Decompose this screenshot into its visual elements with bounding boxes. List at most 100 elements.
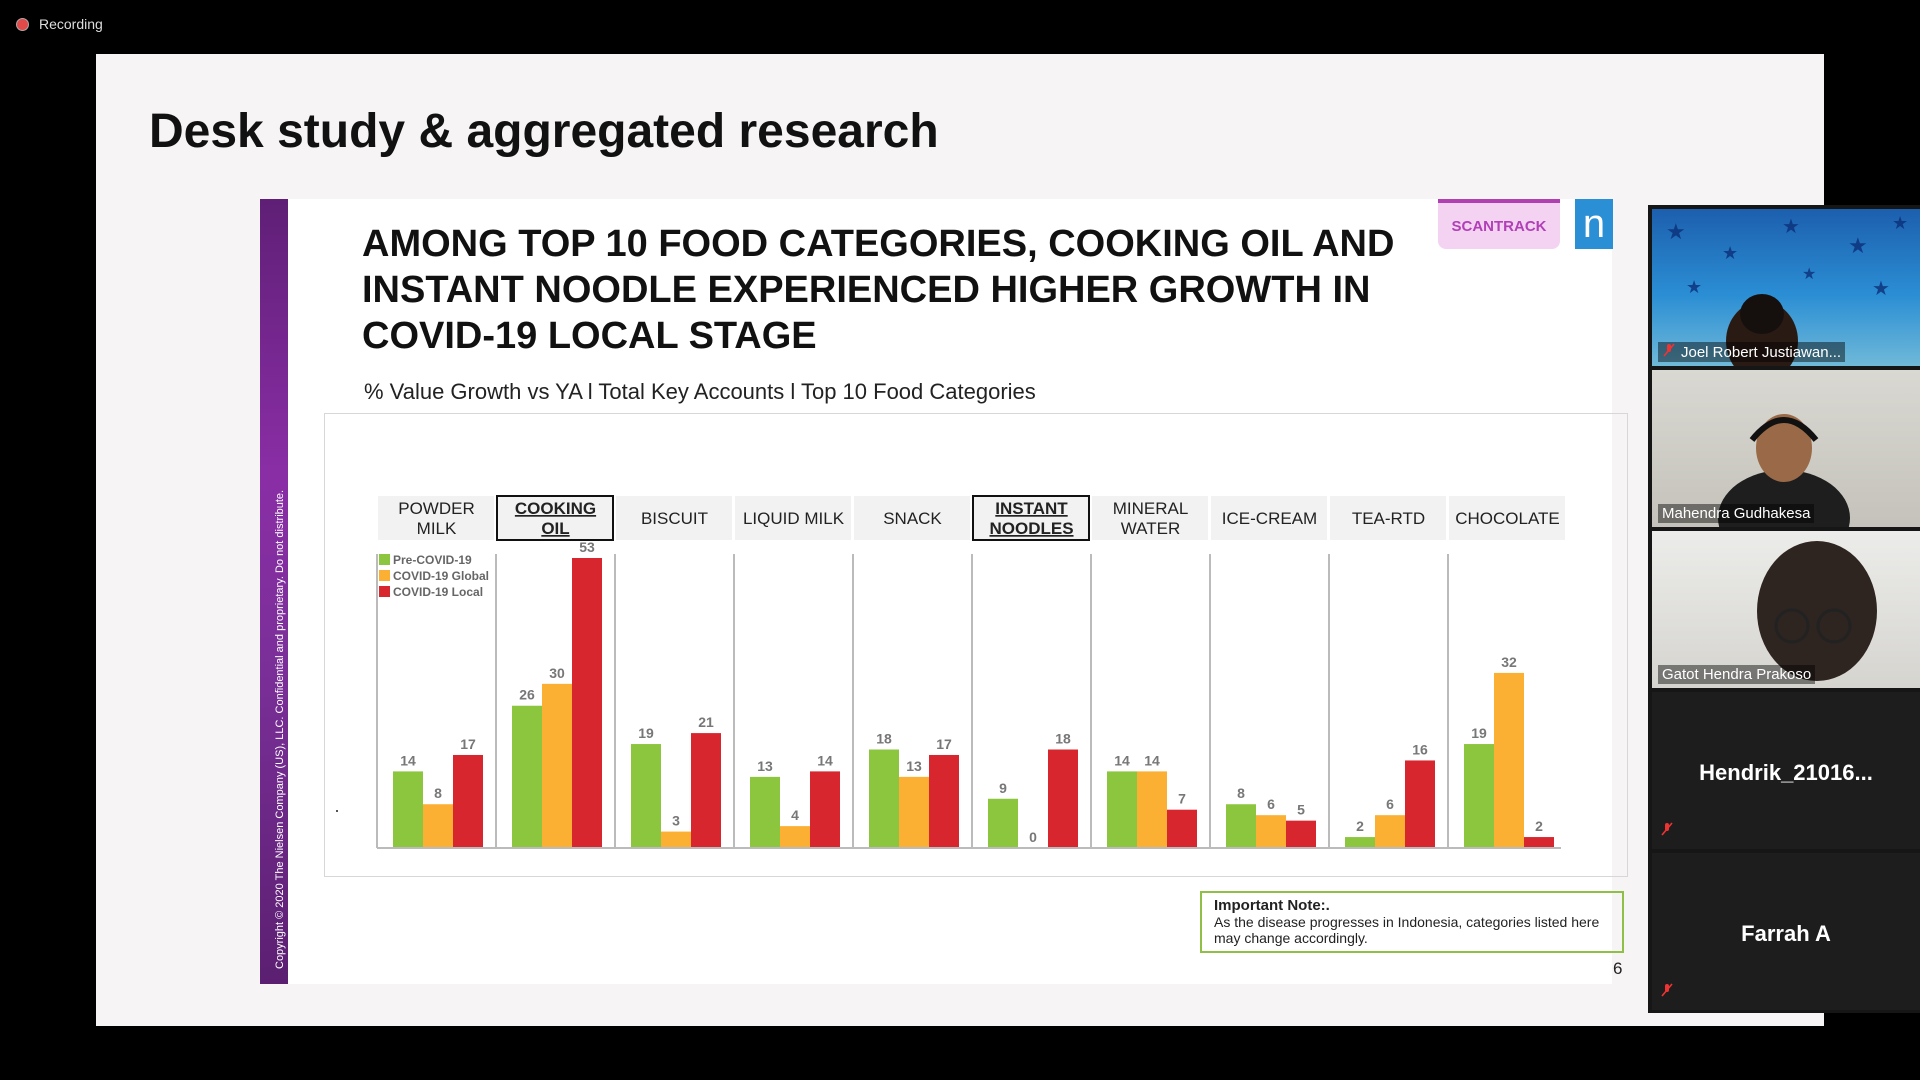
bar-3 <box>1286 820 1316 848</box>
data-label: 30 <box>549 665 565 681</box>
category-header-cell <box>1092 496 1208 540</box>
bar-2 <box>1375 815 1405 848</box>
data-label: 32 <box>1501 654 1517 670</box>
participant-video-3 <box>1757 541 1877 681</box>
participant-tile-4[interactable]: Hendrik_21016... <box>1652 692 1920 849</box>
participant-name-2: Mahendra Gudhakesa <box>1658 504 1815 523</box>
participant-video-2 <box>1718 414 1850 527</box>
mic-muted-icon <box>1660 822 1674 841</box>
data-label: 16 <box>1412 741 1428 757</box>
shared-slide: Desk study & aggregated research Copyrig… <box>96 54 1824 1026</box>
bar-1 <box>1107 771 1137 848</box>
data-label: 3 <box>672 813 680 829</box>
data-label: 14 <box>400 752 416 768</box>
bar-1 <box>750 776 780 848</box>
bar-3 <box>691 733 721 848</box>
participants-panel: ★ ★ ★ ★ ★ ★ ★ ★ Joel Robert Justiawan... Mah… <box>1648 205 1920 1013</box>
bar-2 <box>1494 672 1524 848</box>
category-header-cell <box>496 495 614 541</box>
participant-name-4: Hendrik_21016... <box>1699 760 1873 785</box>
participant-name-1: Joel Robert Justiawan... <box>1658 342 1846 362</box>
legend-swatch <box>379 554 390 565</box>
bar-3 <box>810 771 840 848</box>
category-label: WATER <box>1121 519 1181 538</box>
data-label: 14 <box>1144 752 1160 768</box>
important-note: Important Note:. As the disease progress… <box>1200 891 1624 953</box>
svg-text:★: ★ <box>1722 243 1738 263</box>
category-header-cell <box>378 496 494 540</box>
recording-label: Recording <box>39 16 103 32</box>
participant-tile-1[interactable]: ★ ★ ★ ★ ★ ★ ★ ★ Joel Robert Justiawan... <box>1652 209 1920 366</box>
category-label: TEA-RTD <box>1352 509 1425 528</box>
category-header-cell <box>735 496 851 540</box>
category-label: COOKING <box>515 499 596 518</box>
recording-indicator[interactable]: Recording <box>16 16 103 32</box>
bar-1 <box>869 749 899 848</box>
data-label: 17 <box>936 736 952 752</box>
scantrack-badge: SCANTRACK <box>1438 199 1560 249</box>
bar-3 <box>929 754 959 848</box>
bar-3 <box>1048 749 1078 848</box>
category-label: CHOCOLATE <box>1455 509 1560 528</box>
data-label: 19 <box>638 725 654 741</box>
bar-1 <box>1464 744 1494 848</box>
copyright-text: Copyright © 2020 The Nielsen Company (US… <box>274 489 286 969</box>
participant-name-3: Gatot Hendra Prakoso <box>1658 665 1816 684</box>
data-label: 13 <box>757 758 773 774</box>
category-header-cell <box>1449 496 1565 540</box>
category-label: ICE-CREAM <box>1222 509 1317 528</box>
category-header-cell <box>1330 496 1446 540</box>
participant-tile-3[interactable]: Gatot Hendra Prakoso <box>1652 531 1920 688</box>
data-label: 7 <box>1178 791 1186 807</box>
svg-text:★: ★ <box>1686 277 1702 297</box>
bar-1 <box>393 771 423 848</box>
legend-label: Pre-COVID-19 <box>393 553 472 567</box>
category-label: SNACK <box>883 509 942 528</box>
data-label: 8 <box>434 785 442 801</box>
data-label: 13 <box>906 758 922 774</box>
svg-text:★: ★ <box>1848 233 1868 258</box>
legend-label: COVID-19 Global <box>393 569 489 583</box>
stray-dot <box>336 810 338 812</box>
category-label: LIQUID MILK <box>743 509 845 528</box>
data-label: 6 <box>1386 796 1394 812</box>
bar-1 <box>1345 837 1375 848</box>
bar-1 <box>512 705 542 848</box>
data-label: 18 <box>1055 731 1071 747</box>
category-header-cell <box>972 495 1090 541</box>
data-label: 53 <box>579 539 595 555</box>
page-number: 6 <box>1613 959 1623 978</box>
bar-1 <box>1226 804 1256 848</box>
participant-name-5: Farrah A <box>1741 921 1831 946</box>
growth-bar-chart: POWDERMILK14817COOKINGOIL263053BISCUIT19… <box>376 495 1565 849</box>
category-header-cell <box>854 496 970 540</box>
note-text: As the disease progresses in Indonesia, … <box>1214 914 1600 946</box>
data-label: 2 <box>1535 818 1543 834</box>
record-icon <box>16 17 29 31</box>
data-label: 6 <box>1267 796 1275 812</box>
bar-2 <box>1256 815 1286 848</box>
svg-text:★: ★ <box>1802 266 1816 283</box>
chart-subtitle: % Value Growth vs YA l Total Key Account… <box>364 379 1036 404</box>
data-label: 19 <box>1471 725 1487 741</box>
participant-tile-2[interactable]: Mahendra Gudhakesa <box>1652 370 1920 527</box>
side-banner <box>260 199 288 984</box>
data-label: 0 <box>1029 829 1037 845</box>
data-label: 26 <box>519 687 535 703</box>
bar-2 <box>780 826 810 848</box>
bar-1 <box>631 744 661 848</box>
legend-label: COVID-19 Local <box>393 585 483 599</box>
legend-swatch <box>379 570 390 581</box>
category-header-cell <box>616 496 732 540</box>
data-label: 9 <box>999 780 1007 796</box>
svg-text:★: ★ <box>1666 219 1686 244</box>
report-panel: Copyright © 2020 The Nielsen Company (US… <box>260 199 1628 984</box>
mic-muted-icon <box>1662 343 1676 361</box>
bar-2 <box>423 804 453 848</box>
slide-title: Desk study & aggregated research <box>149 105 939 158</box>
nielsen-logo: n <box>1575 199 1613 249</box>
svg-text:★: ★ <box>1872 278 1890 300</box>
bar-3 <box>1405 760 1435 848</box>
svg-text:★: ★ <box>1892 213 1908 233</box>
participant-tile-5[interactable]: Farrah A <box>1652 853 1920 1010</box>
